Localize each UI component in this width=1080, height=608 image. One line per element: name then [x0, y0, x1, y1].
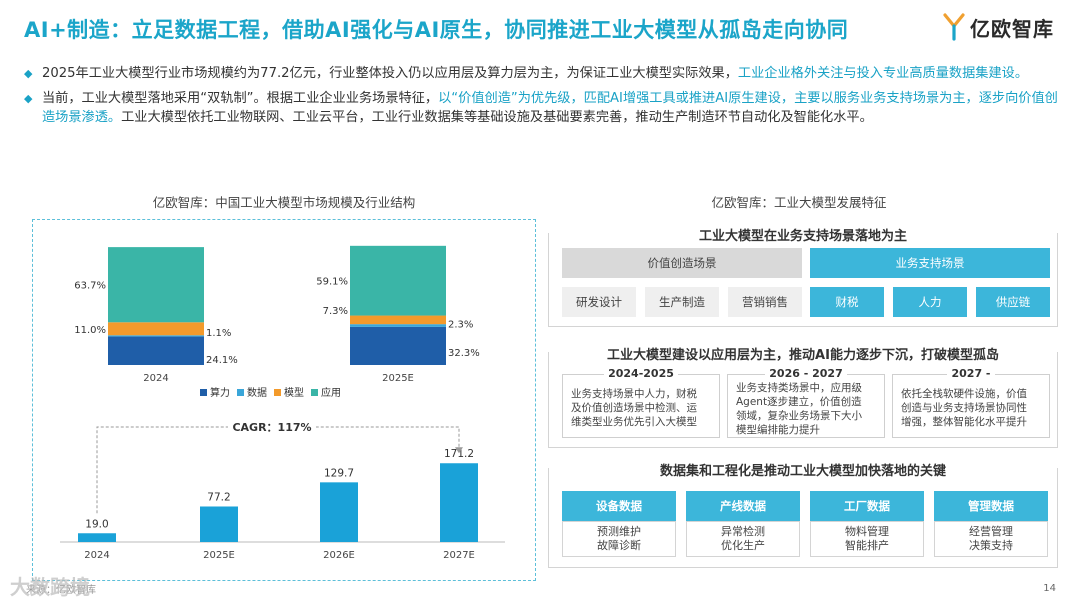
source-note: 来源：亿欧智库: [26, 585, 96, 596]
bar-2025E: [200, 506, 238, 542]
legend-swatch-数据: [237, 389, 244, 396]
cagr-label: CAGR：117%: [232, 421, 311, 434]
bar-2026E: [320, 482, 358, 542]
bullet-2-plain: 当前，工业大模型落地采用“双轨制”。根据工业企业业务场景特征，: [42, 91, 439, 106]
legend-swatch-模型: [274, 389, 281, 396]
data-label: 24.1%: [206, 355, 238, 366]
stacked-bar-2025E-模型: [350, 315, 446, 325]
data-label: 1.1%: [206, 328, 231, 339]
dataset-head-1: 设备数据: [562, 491, 676, 521]
data-label: 11.0%: [74, 325, 106, 336]
x-tick-label: 2025E: [203, 550, 235, 561]
stacked-bar-2024-模型: [108, 322, 204, 336]
stacked-bar-2025E-数据: [350, 324, 446, 327]
x-tick-label: 2026E: [323, 550, 355, 561]
dataset-head-4: 管理数据: [934, 491, 1048, 521]
section2-title: 工业大模型建设以应用层为主，推动AI能力逐步下沉，打破模型孤岛: [549, 344, 1057, 363]
bullet-2-tail: 工业大模型依托工业物联网、工业云平台，工业行业数据集等基础设施及基础要素完善，推…: [121, 110, 873, 125]
dataset-head-2: 产线数据: [686, 491, 800, 521]
cagr-label-bg: [228, 418, 316, 436]
dataset-body-3: 物料管理 智能排产: [810, 521, 924, 557]
data-label: 2.3%: [448, 320, 473, 331]
page-number: 14: [1043, 583, 1056, 594]
value-item-3: 营销销售: [728, 287, 802, 317]
legend-swatch-算力: [200, 389, 207, 396]
x-tick-label: 2027E: [443, 550, 475, 561]
phase-2: 2026 - 2027 业务支持类场景中，应用级 Agent逐步建立，价值创造 …: [727, 367, 885, 438]
business-support-head: 业务支持场景: [810, 248, 1050, 278]
support-item-2: 人力: [893, 287, 967, 317]
legend-label-应用: 应用: [321, 386, 341, 399]
bullet-1-text: 2025年工业大模型行业市场规模约为77.2亿元，行业整体投入仍以应用层及算力层…: [42, 64, 1028, 83]
bar-2027E: [440, 463, 478, 542]
logo: 亿欧智库: [942, 12, 1054, 42]
legend-label-算力: 算力: [210, 386, 230, 399]
left-chart-frame: [32, 219, 536, 581]
bullet-1-highlight: 工业企业格外关注与投入专业高质量数据集建设。: [737, 66, 1029, 81]
bullet-1-plain: 2025年工业大模型行业市场规模约为77.2亿元，行业整体投入仍以应用层及算力层…: [42, 66, 738, 81]
data-label: 59.1%: [316, 277, 348, 288]
phase-2-text: 业务支持类场景中，应用级 Agent逐步建立，价值创造 领域，复杂业务场景下大小…: [736, 382, 862, 436]
dataset-body-2: 异常检测 优化生产: [686, 521, 800, 557]
legend-swatch-应用: [311, 389, 318, 396]
bar-value-label: 171.2: [444, 448, 474, 460]
cagr-bracket: [96, 426, 460, 514]
value-creation-head: 价值创造场景: [562, 248, 802, 278]
stacked-bar-2025E-算力: [350, 326, 446, 365]
value-item-2: 生产制造: [645, 287, 719, 317]
dataset-body-1: 预测维护 故障诊断: [562, 521, 676, 557]
x-tick-label: 2024: [84, 550, 109, 561]
bullet-2-text: 当前，工业大模型落地采用“双轨制”。根据工业企业业务场景特征，以“价值创造”为优…: [42, 89, 1060, 127]
x-tick-label: 2024: [143, 373, 168, 384]
stacked-bar-2024-应用: [108, 247, 204, 323]
stacked-bar-2025E-应用: [350, 245, 446, 316]
bar-2024: [78, 533, 116, 542]
left-panel-title: 亿欧智库：中国工业大模型市场规模及行业结构: [152, 195, 416, 210]
data-label: 7.3%: [323, 306, 348, 317]
phase-1-label: 2024-2025: [604, 367, 678, 380]
dataset-head-3: 工厂数据: [810, 491, 924, 521]
bar-value-label: 129.7: [324, 467, 354, 479]
stacked-bar-2024-算力: [108, 336, 204, 365]
diamond-bullet-icon: ◆: [24, 92, 33, 105]
yiou-logo-icon: [943, 13, 965, 41]
x-tick-label: 2025E: [382, 373, 414, 384]
cagr-arrow-icon: [455, 447, 463, 454]
phase-3-text: 依托全栈软硬件设施，价值 创造与业务支持场景协同性 增强，整体智能化水平提升: [901, 388, 1027, 428]
diamond-bullet-icon: ◆: [24, 67, 33, 80]
page-title: AI+制造：立足数据工程，借助AI强化与AI原生，协同推进工业大模型从孤岛走向协…: [24, 18, 849, 42]
section3-title: 数据集和工程化是推动工业大模型加快落地的关键: [549, 460, 1057, 479]
legend-label-数据: 数据: [247, 386, 267, 399]
data-label: 63.7%: [74, 281, 106, 292]
bullet-2-highlight: 以“价值创造”为优先级，匹配AI增强工具或推进AI原生建设，主要以服务业务支持场…: [42, 91, 1058, 125]
value-item-1: 研发设计: [562, 287, 636, 317]
bullet-2: ◆ 当前，工业大模型落地采用“双轨制”。根据工业企业业务场景特征，以“价值创造”…: [24, 89, 1060, 127]
section1-title: 工业大模型在业务支持场景落地为主: [549, 225, 1057, 244]
summary-bullets: ◆ 2025年工业大模型行业市场规模约为77.2亿元，行业整体投入仍以应用层及算…: [24, 64, 1060, 133]
phase-1-text: 业务支持场景中人力，财税 及价值创造场景中检测、运 维类型业务优先引入大模型: [571, 388, 697, 428]
phase-3-label: 2027 -: [947, 367, 995, 380]
support-item-1: 财税: [810, 287, 884, 317]
support-item-3: 供应链: [976, 287, 1050, 317]
stacked-bar-2024-数据: [108, 335, 204, 337]
logo-text: 亿欧智库: [970, 16, 1054, 41]
data-label: 32.3%: [448, 348, 480, 359]
right-panel-title: 亿欧智库：工业大模型发展特征: [711, 195, 887, 210]
watermark: 大数跨境: [10, 575, 90, 599]
legend-label-模型: 模型: [284, 386, 304, 399]
bullet-1: ◆ 2025年工业大模型行业市场规模约为77.2亿元，行业整体投入仍以应用层及算…: [24, 64, 1060, 83]
phase-1: 2024-2025 业务支持场景中人力，财税 及价值创造场景中检测、运 维类型业…: [562, 367, 720, 438]
bar-value-label: 77.2: [207, 491, 230, 503]
phase-3: 2027 - 依托全栈软硬件设施，价值 创造与业务支持场景协同性 增强，整体智能…: [892, 367, 1050, 438]
phase-2-label: 2026 - 2027: [765, 367, 847, 380]
dataset-body-4: 经营管理 决策支持: [934, 521, 1048, 557]
bar-value-label: 19.0: [85, 518, 108, 530]
